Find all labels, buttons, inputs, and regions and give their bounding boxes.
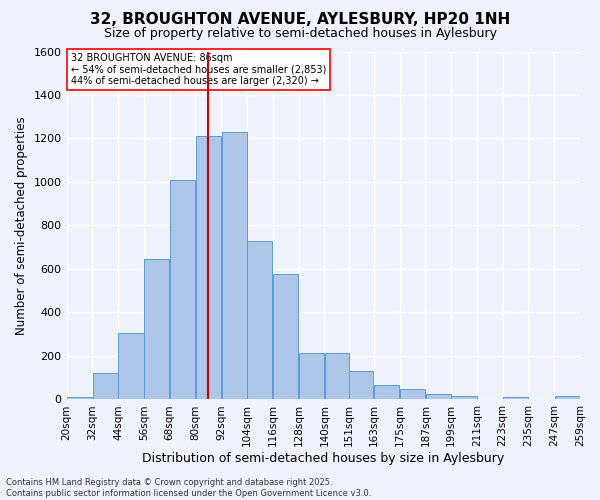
Bar: [247, 240, 272, 400]
Bar: [92, 374, 118, 400]
Bar: [196, 136, 221, 400]
Text: 32, BROUGHTON AVENUE, AYLESBURY, HP20 1NH: 32, BROUGHTON AVENUE, AYLESBURY, HP20 1N…: [90, 12, 510, 28]
Bar: [349, 371, 373, 400]
Bar: [299, 352, 324, 400]
Bar: [273, 274, 298, 400]
Bar: [400, 388, 425, 400]
Bar: [67, 398, 92, 400]
Bar: [325, 352, 349, 400]
Bar: [170, 180, 195, 400]
Bar: [425, 394, 451, 400]
Bar: [118, 333, 143, 400]
Text: Size of property relative to semi-detached houses in Aylesbury: Size of property relative to semi-detach…: [104, 28, 497, 40]
Bar: [451, 396, 476, 400]
Text: 32 BROUGHTON AVENUE: 86sqm
← 54% of semi-detached houses are smaller (2,853)
44%: 32 BROUGHTON AVENUE: 86sqm ← 54% of semi…: [71, 52, 326, 86]
Y-axis label: Number of semi-detached properties: Number of semi-detached properties: [15, 116, 28, 335]
Bar: [374, 386, 399, 400]
Bar: [503, 398, 528, 400]
Bar: [144, 259, 169, 400]
Bar: [554, 396, 580, 400]
Bar: [221, 132, 247, 400]
X-axis label: Distribution of semi-detached houses by size in Aylesbury: Distribution of semi-detached houses by …: [142, 452, 505, 465]
Text: Contains HM Land Registry data © Crown copyright and database right 2025.
Contai: Contains HM Land Registry data © Crown c…: [6, 478, 371, 498]
